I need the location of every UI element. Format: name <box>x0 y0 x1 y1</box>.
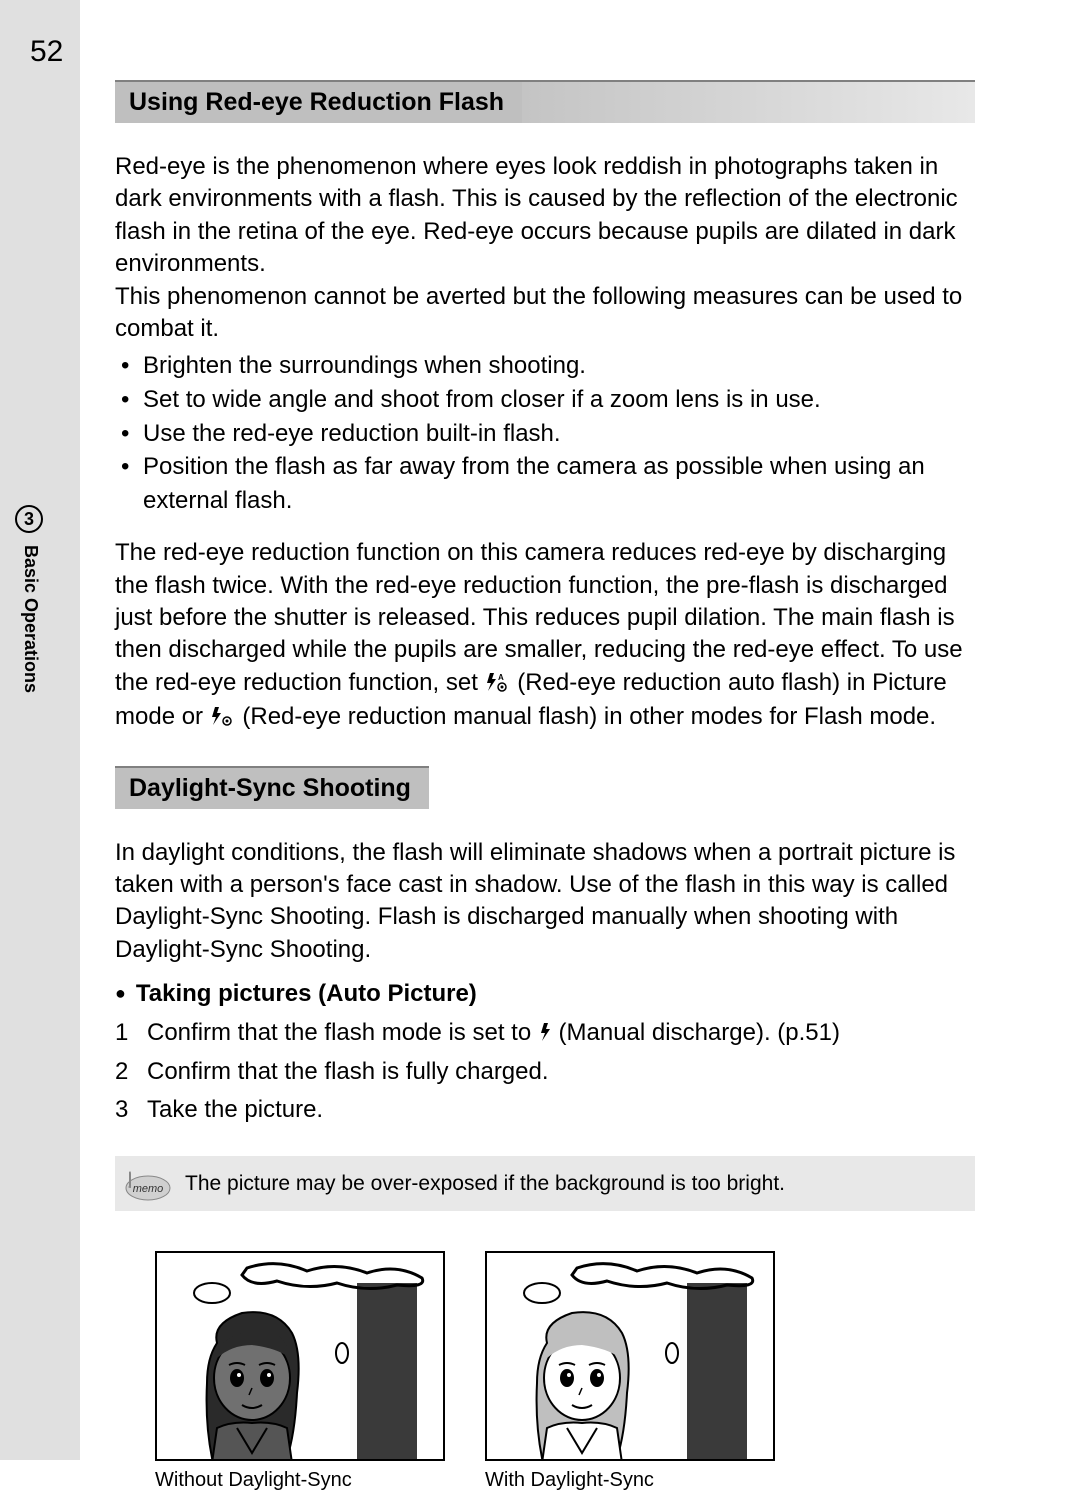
image-with-sync: With Daylight-Sync <box>485 1251 775 1492</box>
para-daylight-1: In daylight conditions, the flash will e… <box>115 837 975 967</box>
main-content: Using Red-eye Reduction Flash Red-eye is… <box>115 80 975 1492</box>
image-without-sync: Without Daylight-Sync <box>155 1251 445 1492</box>
redeye-bullet-list: Brighten the surroundings when shooting.… <box>115 349 975 517</box>
svg-text:A: A <box>498 673 504 682</box>
illustration-shadowed <box>155 1251 445 1461</box>
steps-list: Confirm that the flash mode is set to (M… <box>115 1014 975 1128</box>
subheading-auto-picture: Taking pictures (Auto Picture) <box>115 980 975 1008</box>
sidebar-background <box>0 0 80 1460</box>
comparison-images: Without Daylight-Sync <box>155 1251 975 1492</box>
bullet-item: Set to wide angle and shoot from closer … <box>115 383 975 417</box>
memo-box: memo The picture may be over-exposed if … <box>115 1156 975 1211</box>
svg-text:memo: memo <box>133 1183 164 1195</box>
para-redeye-3: The red-eye reduction function on this c… <box>115 537 975 735</box>
section-title-1: Using Red-eye Reduction Flash <box>115 82 522 123</box>
flash-auto-redeye-icon: A <box>485 669 511 701</box>
para-redeye-2: This phenomenon cannot be averted but th… <box>115 281 975 346</box>
memo-icon: memo <box>123 1164 173 1202</box>
chapter-label: Basic Operations <box>20 545 41 693</box>
flash-manual-redeye-icon <box>210 703 236 735</box>
bullet-item: Use the red-eye reduction built-in flash… <box>115 417 975 451</box>
chapter-number-badge: 3 <box>15 505 43 533</box>
step-item: Take the picture. <box>115 1091 975 1128</box>
bullet-item: Brighten the surroundings when shooting. <box>115 349 975 383</box>
memo-text: The picture may be over-exposed if the b… <box>185 1172 785 1195</box>
illustration-lit <box>485 1251 775 1461</box>
page-number: 52 <box>30 35 63 69</box>
step-item: Confirm that the flash is fully charged. <box>115 1053 975 1090</box>
caption-with: With Daylight-Sync <box>485 1469 775 1492</box>
bullet-item: Position the flash as far away from the … <box>115 450 975 517</box>
flash-manual-icon <box>538 1016 552 1053</box>
section-header-1: Using Red-eye Reduction Flash <box>115 80 975 123</box>
caption-without: Without Daylight-Sync <box>155 1469 445 1492</box>
section-title-2: Daylight-Sync Shooting <box>115 766 429 809</box>
para-redeye-1: Red-eye is the phenomenon where eyes loo… <box>115 151 975 281</box>
section-header-2: Daylight-Sync Shooting <box>115 766 975 809</box>
step-item: Confirm that the flash mode is set to (M… <box>115 1014 975 1053</box>
